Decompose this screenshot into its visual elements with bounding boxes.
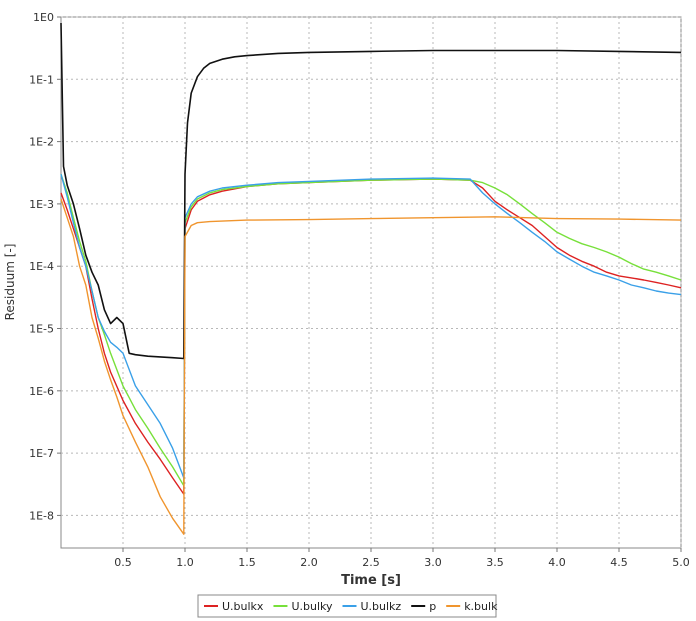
series-line-U-bulky — [60, 173, 682, 487]
x-tick-label: 4.5 — [610, 556, 628, 569]
series-line-U-bulkz — [60, 174, 682, 479]
legend-item: k.bulk — [446, 600, 498, 613]
y-tick-label: 1E-8 — [29, 509, 54, 522]
x-tick-label: 3.0 — [424, 556, 442, 569]
x-axis-label: Time [s] — [341, 573, 401, 588]
y-tick-label: 1E-7 — [29, 447, 54, 460]
x-axis-ticks: 0.5 1.0 1.5 2.0 2.5 3.0 3.5 4.0 4.5 5.0 — [114, 548, 690, 569]
series-layer — [60, 22, 682, 535]
y-axis-label: Residuum [-] — [3, 244, 17, 321]
y-tick-label: 1E-4 — [29, 260, 54, 273]
legend-item: p — [411, 600, 436, 613]
x-tick-label: 2.5 — [362, 556, 380, 569]
legend-label: U.bulkx — [222, 600, 264, 613]
y-tick-label: 1E-5 — [29, 323, 54, 336]
y-axis-ticks: 1E-8 1E-7 1E-6 1E-5 1E-4 1E-3 1E-2 1E-1 1E0 — [29, 11, 61, 522]
y-tick-label: 1E-1 — [29, 73, 54, 86]
series-line-p — [60, 22, 682, 360]
y-tick-label: 1E0 — [33, 11, 54, 24]
legend-label: U.bulkz — [361, 600, 402, 613]
legend-item: U.bulkz — [342, 600, 402, 613]
y-tick-label: 1E-6 — [29, 385, 54, 398]
x-tick-label: 3.5 — [486, 556, 504, 569]
x-tick-label: 4.0 — [548, 556, 566, 569]
x-tick-label: 0.5 — [114, 556, 132, 569]
legend-label: p — [429, 600, 436, 613]
legend-item: U.bulkx — [204, 600, 264, 613]
legend-label: U.bulky — [291, 600, 333, 613]
x-tick-label: 2.0 — [300, 556, 318, 569]
y-tick-label: 1E-3 — [29, 198, 54, 211]
grid — [61, 16, 682, 548]
x-tick-label: 1.5 — [238, 556, 256, 569]
y-tick-label: 1E-2 — [29, 136, 54, 149]
x-tick-label: 1.0 — [176, 556, 194, 569]
legend-item: U.bulky — [273, 600, 333, 613]
legend: U.bulkx U.bulky U.bulkz p k.bulk — [197, 594, 498, 618]
x-tick-label: 5.0 — [672, 556, 690, 569]
series-line-k-bulk — [60, 198, 682, 535]
legend-label: k.bulk — [464, 600, 498, 613]
